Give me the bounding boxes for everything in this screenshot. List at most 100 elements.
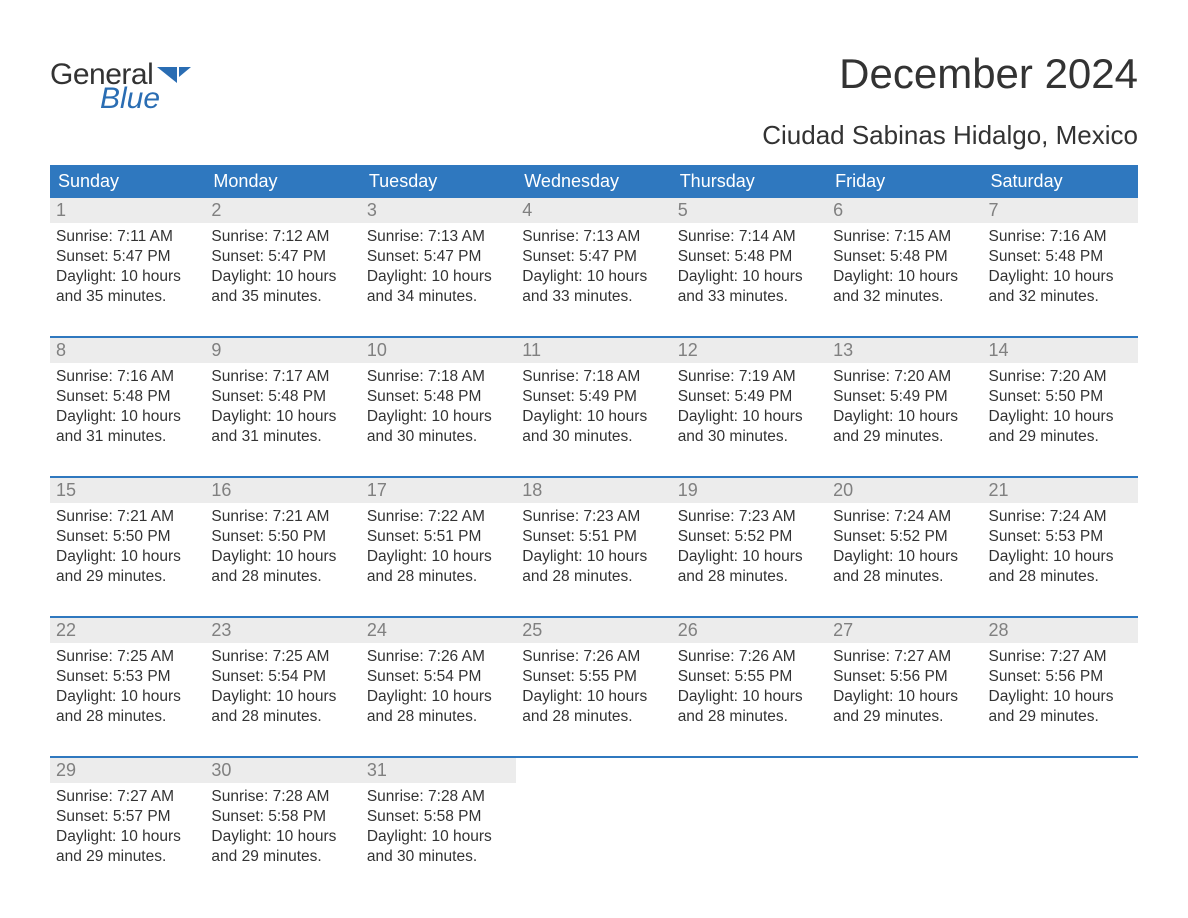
- sunrise-line: Sunrise: 7:17 AM: [211, 367, 354, 387]
- sunrise-line: Sunrise: 7:16 AM: [56, 367, 199, 387]
- sunset-line: Sunset: 5:58 PM: [211, 807, 354, 827]
- sunset-line: Sunset: 5:56 PM: [989, 667, 1132, 687]
- calendar-day: 10Sunrise: 7:18 AMSunset: 5:48 PMDayligh…: [361, 338, 516, 458]
- day-number: 25: [516, 618, 671, 643]
- sunrise-line: Sunrise: 7:19 AM: [678, 367, 821, 387]
- sunrise-line: Sunrise: 7:24 AM: [989, 507, 1132, 527]
- day-number: 7: [983, 198, 1138, 223]
- sunset-line: Sunset: 5:47 PM: [211, 247, 354, 267]
- day-number: 10: [361, 338, 516, 363]
- day-body: Sunrise: 7:17 AMSunset: 5:48 PMDaylight:…: [205, 363, 360, 452]
- day-body: Sunrise: 7:20 AMSunset: 5:49 PMDaylight:…: [827, 363, 982, 452]
- day-number: 14: [983, 338, 1138, 363]
- calendar-day: 7Sunrise: 7:16 AMSunset: 5:48 PMDaylight…: [983, 198, 1138, 318]
- day-body: Sunrise: 7:27 AMSunset: 5:56 PMDaylight:…: [983, 643, 1138, 732]
- calendar-day: [672, 758, 827, 878]
- dow-saturday: Saturday: [983, 165, 1138, 198]
- sunrise-line: Sunrise: 7:11 AM: [56, 227, 199, 247]
- sunrise-line: Sunrise: 7:26 AM: [367, 647, 510, 667]
- sunrise-line: Sunrise: 7:20 AM: [989, 367, 1132, 387]
- sunrise-line: Sunrise: 7:18 AM: [367, 367, 510, 387]
- day-body: Sunrise: 7:27 AMSunset: 5:56 PMDaylight:…: [827, 643, 982, 732]
- sunset-line: Sunset: 5:56 PM: [833, 667, 976, 687]
- daylight-line: Daylight: 10 hours and 28 minutes.: [367, 547, 510, 587]
- daylight-line: Daylight: 10 hours and 28 minutes.: [989, 547, 1132, 587]
- day-body: Sunrise: 7:11 AMSunset: 5:47 PMDaylight:…: [50, 223, 205, 312]
- sunrise-line: Sunrise: 7:21 AM: [56, 507, 199, 527]
- sunset-line: Sunset: 5:55 PM: [678, 667, 821, 687]
- daylight-line: Daylight: 10 hours and 33 minutes.: [522, 267, 665, 307]
- weeks-container: 1Sunrise: 7:11 AMSunset: 5:47 PMDaylight…: [50, 198, 1138, 878]
- day-number: 5: [672, 198, 827, 223]
- sunset-line: Sunset: 5:49 PM: [678, 387, 821, 407]
- day-body: Sunrise: 7:27 AMSunset: 5:57 PMDaylight:…: [50, 783, 205, 872]
- day-number: 30: [205, 758, 360, 783]
- calendar-day: 6Sunrise: 7:15 AMSunset: 5:48 PMDaylight…: [827, 198, 982, 318]
- calendar-day: 2Sunrise: 7:12 AMSunset: 5:47 PMDaylight…: [205, 198, 360, 318]
- daylight-line: Daylight: 10 hours and 28 minutes.: [678, 547, 821, 587]
- sunset-line: Sunset: 5:53 PM: [56, 667, 199, 687]
- daylight-line: Daylight: 10 hours and 29 minutes.: [833, 407, 976, 447]
- calendar-day: 19 Sunrise: 7:23 AMSunset: 5:52 PMDayligh…: [672, 478, 827, 598]
- sunset-line: Sunset: 5:49 PM: [522, 387, 665, 407]
- day-number: 11: [516, 338, 671, 363]
- daylight-line: Daylight: 10 hours and 34 minutes.: [367, 267, 510, 307]
- logo: General Blue: [50, 50, 191, 114]
- day-number: 22: [50, 618, 205, 643]
- day-body: Sunrise: 7:26 AMSunset: 5:55 PMDaylight:…: [516, 643, 671, 732]
- sunset-line: Sunset: 5:58 PM: [367, 807, 510, 827]
- daylight-line: Daylight: 10 hours and 32 minutes.: [989, 267, 1132, 307]
- sunrise-line: Sunrise: 7:24 AM: [833, 507, 976, 527]
- calendar-day: 17Sunrise: 7:22 AMSunset: 5:51 PMDayligh…: [361, 478, 516, 598]
- sunrise-line: Sunrise: 7:26 AM: [522, 647, 665, 667]
- day-number: 27: [827, 618, 982, 643]
- sunset-line: Sunset: 5:51 PM: [522, 527, 665, 547]
- day-number: 29: [50, 758, 205, 783]
- day-number: 28: [983, 618, 1138, 643]
- calendar-day: 8Sunrise: 7:16 AMSunset: 5:48 PMDaylight…: [50, 338, 205, 458]
- week-row: 8Sunrise: 7:16 AMSunset: 5:48 PMDaylight…: [50, 336, 1138, 458]
- day-body: Sunrise: 7:16 AMSunset: 5:48 PMDaylight:…: [983, 223, 1138, 312]
- day-body: Sunrise: 7:15 AMSunset: 5:48 PMDaylight:…: [827, 223, 982, 312]
- calendar-day: 11Sunrise: 7:18 AMSunset: 5:49 PMDayligh…: [516, 338, 671, 458]
- sunrise-line: Sunrise: 7:15 AM: [833, 227, 976, 247]
- day-body: Sunrise: 7:24 AMSunset: 5:53 PMDaylight:…: [983, 503, 1138, 592]
- calendar-day: 9Sunrise: 7:17 AMSunset: 5:48 PMDaylight…: [205, 338, 360, 458]
- day-body: Sunrise: 7:14 AMSunset: 5:48 PMDaylight:…: [672, 223, 827, 312]
- week-row: 1Sunrise: 7:11 AMSunset: 5:47 PMDaylight…: [50, 198, 1138, 318]
- calendar-day: 27Sunrise: 7:27 AMSunset: 5:56 PMDayligh…: [827, 618, 982, 738]
- calendar-day: 29Sunrise: 7:27 AMSunset: 5:57 PMDayligh…: [50, 758, 205, 878]
- day-body: Sunrise: 7:23 AMSunset: 5:51 PMDaylight:…: [516, 503, 671, 592]
- sunrise-line: Sunrise: 7:13 AM: [522, 227, 665, 247]
- sunrise-line: Sunrise: 7:28 AM: [211, 787, 354, 807]
- sunset-line: Sunset: 5:49 PM: [833, 387, 976, 407]
- sunset-line: Sunset: 5:53 PM: [989, 527, 1132, 547]
- daylight-line: Daylight: 10 hours and 31 minutes.: [56, 407, 199, 447]
- day-body: Sunrise: 7:19 AMSunset: 5:49 PMDaylight:…: [672, 363, 827, 452]
- sunrise-line: Sunrise: 7:23 AM: [678, 507, 821, 527]
- calendar-day: 15Sunrise: 7:21 AMSunset: 5:50 PMDayligh…: [50, 478, 205, 598]
- daylight-line: Daylight: 10 hours and 30 minutes.: [678, 407, 821, 447]
- sunrise-line: Sunrise: 7:27 AM: [56, 787, 199, 807]
- dow-sunday: Sunday: [50, 165, 205, 198]
- calendar-day: 30Sunrise: 7:28 AMSunset: 5:58 PMDayligh…: [205, 758, 360, 878]
- sunset-line: Sunset: 5:52 PM: [678, 527, 821, 547]
- daylight-line: Daylight: 10 hours and 28 minutes.: [522, 687, 665, 727]
- daylight-line: Daylight: 10 hours and 30 minutes.: [367, 827, 510, 867]
- calendar-page: General Blue December 2024 Ciudad Sabina…: [0, 0, 1188, 878]
- daylight-line: Daylight: 10 hours and 29 minutes.: [56, 827, 199, 867]
- calendar-day: 16Sunrise: 7:21 AMSunset: 5:50 PMDayligh…: [205, 478, 360, 598]
- day-body: Sunrise: 7:21 AMSunset: 5:50 PMDaylight:…: [205, 503, 360, 592]
- dow-wednesday: Wednesday: [516, 165, 671, 198]
- day-number: 12: [672, 338, 827, 363]
- location-label: Ciudad Sabinas Hidalgo, Mexico: [50, 120, 1138, 151]
- month-title: December 2024: [839, 50, 1138, 98]
- calendar-day: 5Sunrise: 7:14 AMSunset: 5:48 PMDaylight…: [672, 198, 827, 318]
- daylight-line: Daylight: 10 hours and 29 minutes.: [56, 547, 199, 587]
- sunset-line: Sunset: 5:47 PM: [522, 247, 665, 267]
- logo-text-blue: Blue: [50, 84, 191, 114]
- calendar-day: 31Sunrise: 7:28 AMSunset: 5:58 PMDayligh…: [361, 758, 516, 878]
- sunrise-line: Sunrise: 7:18 AM: [522, 367, 665, 387]
- day-number: 1: [50, 198, 205, 223]
- day-number: 19: [672, 478, 827, 503]
